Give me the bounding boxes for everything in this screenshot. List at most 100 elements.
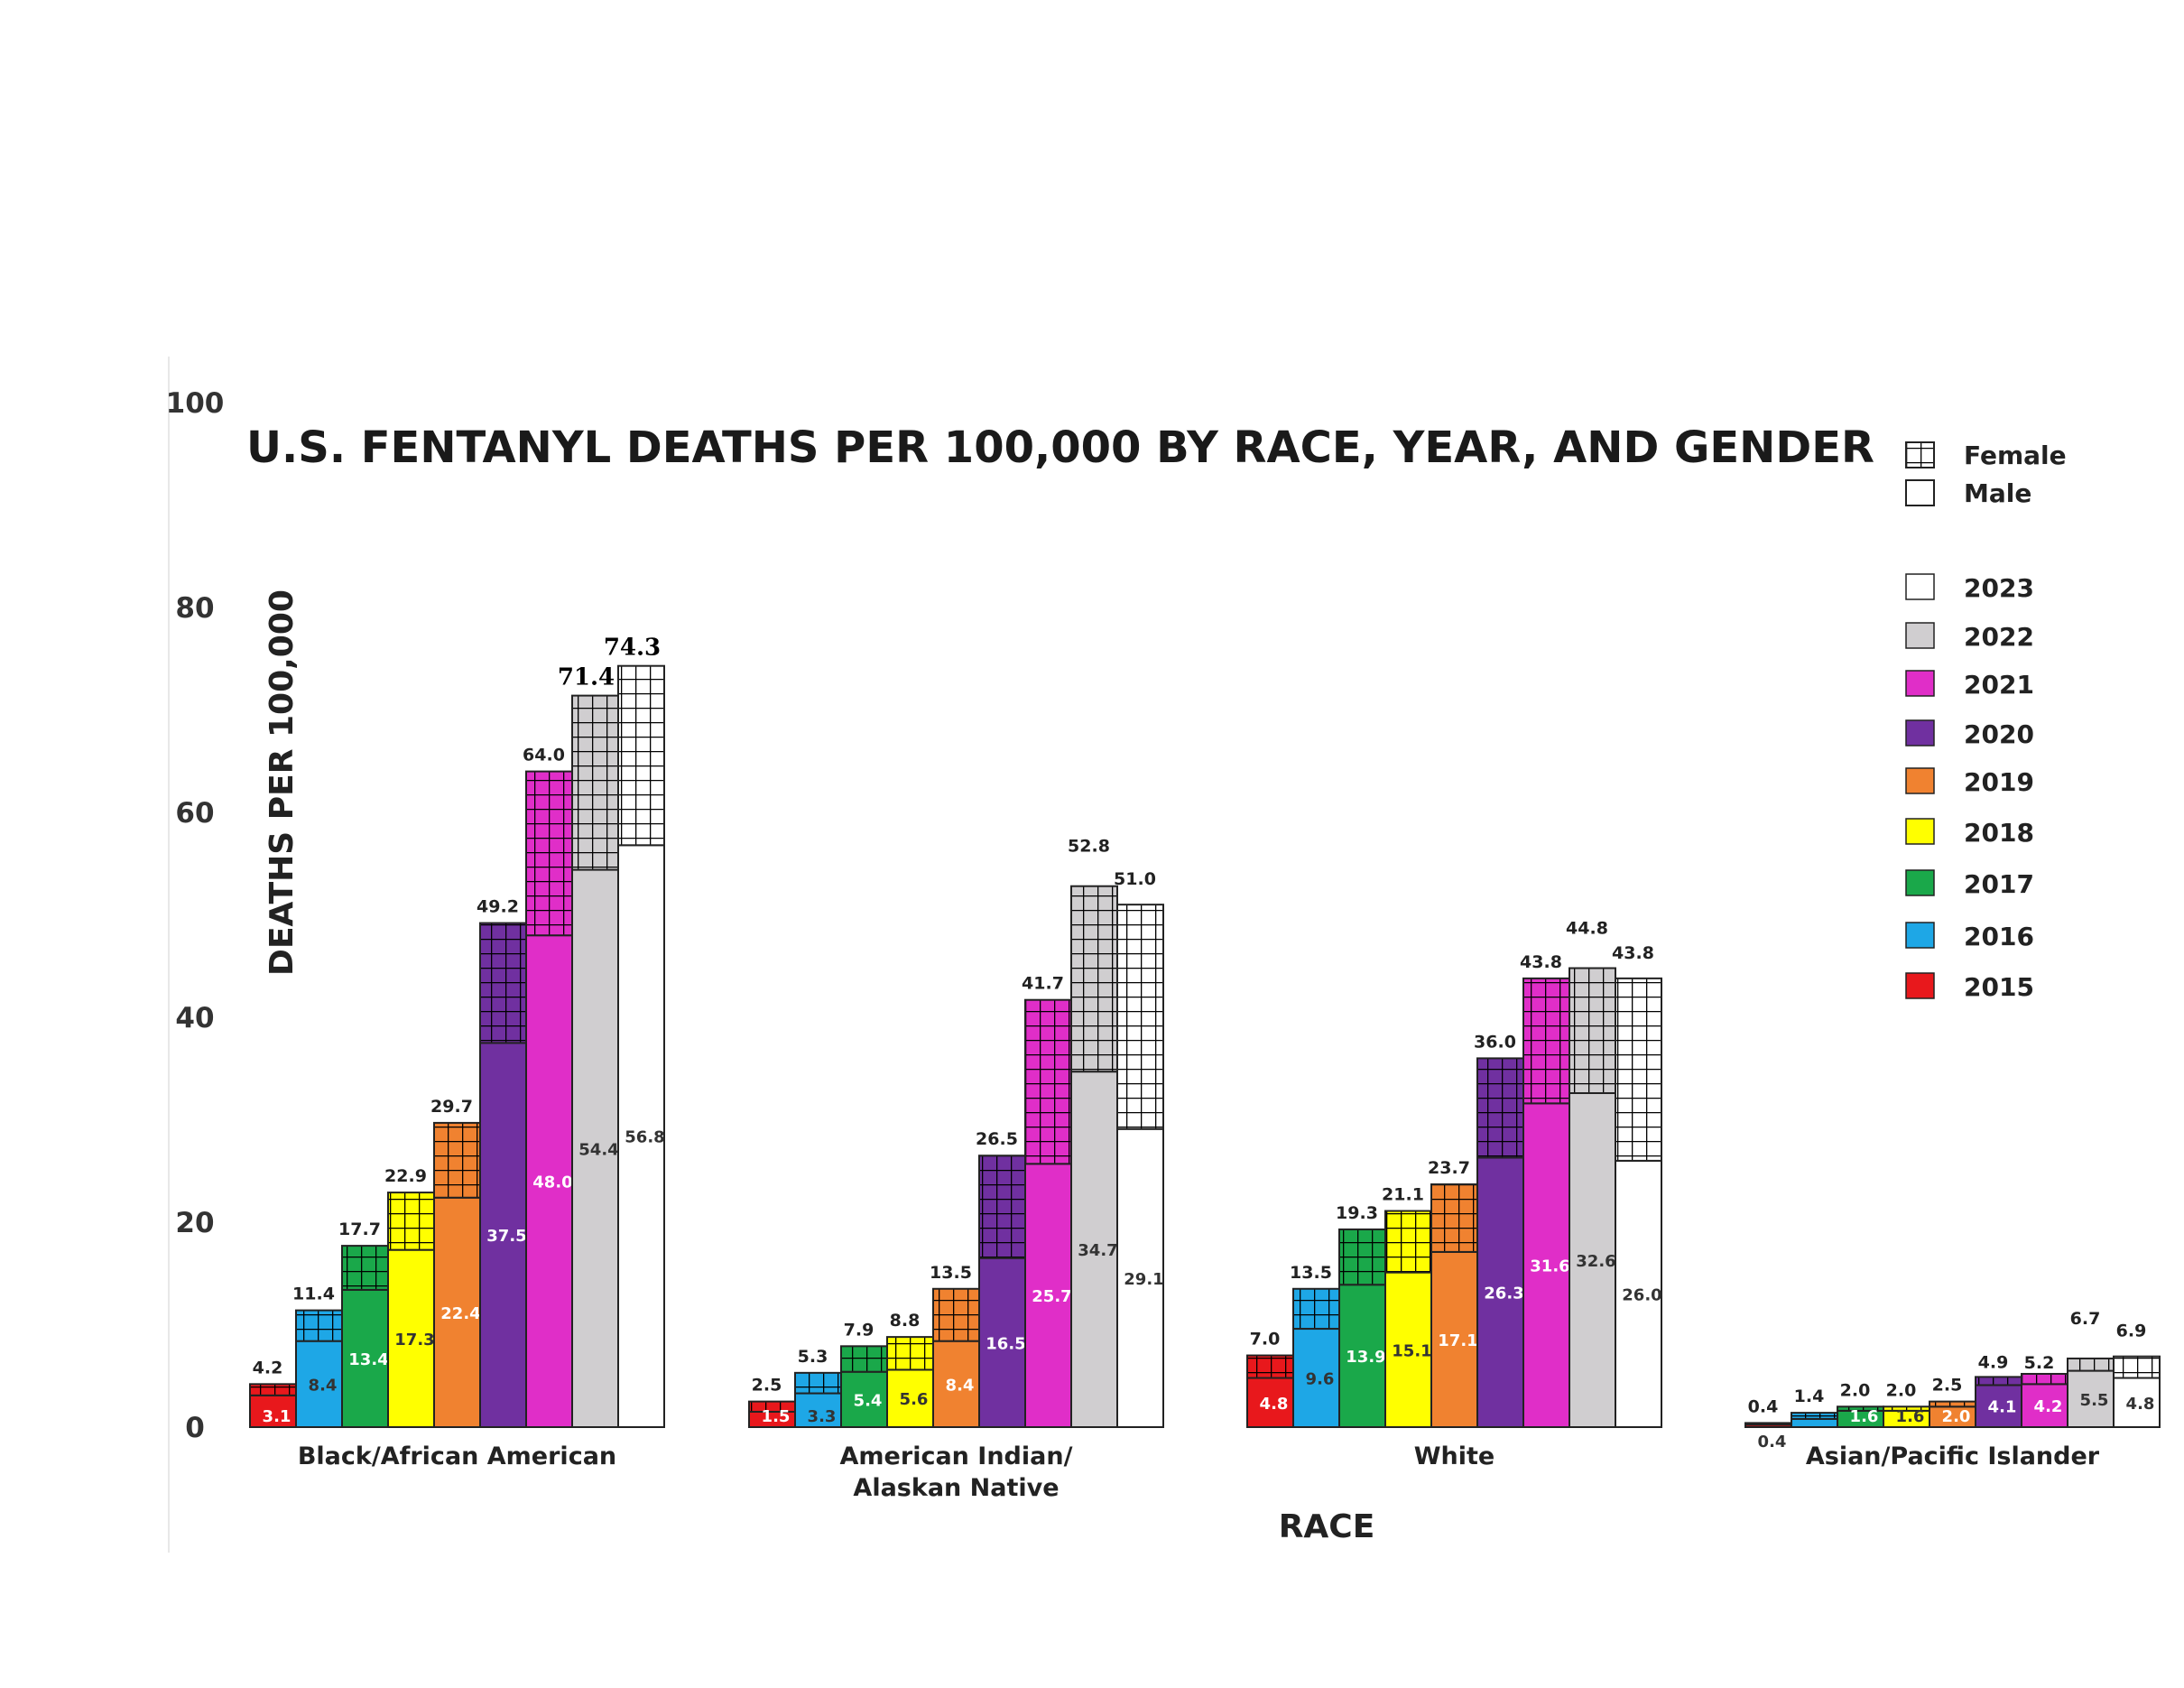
total-label: 52.8	[1068, 837, 1110, 857]
legend-swatch-2015	[1905, 972, 1935, 999]
total-label: 13.5	[1290, 1263, 1332, 1283]
legend-label-year: 2019	[1964, 767, 2034, 797]
bar-female-hatch	[2067, 1357, 2115, 1372]
bar-2023-cat-0: 74.3 56.8	[604, 635, 665, 1428]
male-label: 1.5	[762, 1407, 791, 1426]
bar-2016-cat-2: 13.5 9.6	[1290, 1263, 1340, 1429]
bar-male-segment	[1615, 1159, 1662, 1429]
bar-2018-cat-3: 2.01.6	[1883, 1380, 1930, 1428]
male-label: 15.1	[1392, 1341, 1431, 1360]
total-label: 19.3	[1336, 1203, 1378, 1223]
bar-male-segment	[617, 844, 665, 1428]
male-label: 4.8	[1260, 1395, 1289, 1414]
bar-male-segment	[1116, 1127, 1164, 1428]
total-label: 43.8	[1520, 952, 1562, 972]
male-label: 29.1	[1124, 1270, 1163, 1289]
bar-female-hatch	[479, 922, 527, 1044]
chart-title: U.S. FENTANYL DEATHS PER 100,000 BY RACE…	[246, 422, 1874, 473]
bar-male-segment	[433, 1196, 481, 1429]
y-tick-label: 0	[185, 1412, 205, 1444]
male-label: 9.6	[1306, 1370, 1335, 1389]
bar-female-hatch	[1522, 977, 1570, 1105]
total-label: 7.9	[844, 1320, 875, 1340]
bar-female-hatch	[1024, 998, 1072, 1165]
male-label: 8.4	[946, 1376, 975, 1395]
male-label: 32.6	[1576, 1252, 1615, 1271]
bar-2020-cat-1: 26.5 16.5	[976, 1129, 1026, 1428]
legend-swatch-2021	[1905, 670, 1935, 697]
male-label: 37.5	[486, 1227, 526, 1246]
bar-female-hatch	[387, 1192, 435, 1251]
bar-2015-cat-3: 0.4 0.4	[1744, 1396, 1792, 1451]
bar-male-segment	[794, 1392, 842, 1429]
bar-2016-cat-3: 1.4	[1791, 1387, 1838, 1429]
bar-female-hatch	[1070, 885, 1118, 1073]
bar-groups: 4.2 3.1 2.5 1.5 7.0 4.8 0.4 0.4 11.4 8.4 5.3 3.3 13.…	[249, 635, 2161, 1451]
total-label: 26.5	[976, 1129, 1018, 1149]
bar-2022-cat-3: 6.7 5.5	[2067, 1309, 2115, 1428]
bar-female-hatch	[1116, 904, 1164, 1130]
total-label: 21.1	[1382, 1185, 1424, 1205]
total-label: 43.8	[1612, 943, 1654, 963]
male-label: 3.3	[808, 1407, 837, 1426]
total-label: 64.0	[523, 746, 565, 765]
male-label: 1.6	[1850, 1407, 1879, 1426]
total-label: 6.9	[2116, 1322, 2147, 1341]
male-label: 17.3	[394, 1331, 434, 1349]
bar-female-hatch	[886, 1336, 934, 1371]
bar-2021-cat-0: 64.0 48.0	[523, 746, 573, 1428]
y-tick-label: 80	[175, 592, 214, 625]
bar-female-hatch	[1975, 1376, 2022, 1387]
bar-male-segment	[1791, 1417, 1838, 1429]
y-tick-label: 60	[175, 797, 214, 830]
bar-female-hatch	[295, 1309, 343, 1342]
male-label: 22.4	[440, 1304, 480, 1323]
bar-2020-cat-0: 49.2 37.5	[477, 897, 527, 1428]
total-label: 2.5	[1932, 1376, 1963, 1396]
y-axis-label: DEATHS PER 100,000	[264, 589, 301, 976]
bar-male-segment	[1338, 1284, 1386, 1428]
bar-female-hatch	[1384, 1210, 1432, 1274]
bar-female-hatch	[617, 664, 665, 847]
male-label: 4.2	[2034, 1397, 2063, 1416]
male-label: 5.6	[900, 1390, 929, 1409]
total-label: 17.7	[338, 1220, 381, 1239]
category-label: White	[1414, 1442, 1495, 1470]
bar-female-hatch	[978, 1155, 1026, 1259]
legend-swatch-male	[1905, 479, 1935, 506]
total-label: 1.4	[1794, 1387, 1825, 1406]
legend-swatch-2020	[1905, 719, 1935, 747]
male-label: 13.4	[348, 1350, 388, 1369]
male-label: 13.9	[1346, 1348, 1385, 1367]
bar-2015-cat-0: 4.2 3.1	[249, 1358, 297, 1428]
total-label: 11.4	[292, 1285, 335, 1304]
male-label: 4.8	[2126, 1395, 2155, 1414]
bar-male-segment	[886, 1368, 934, 1428]
total-label: 5.3	[798, 1347, 828, 1367]
legend-swatch-female-hatch	[1905, 441, 1935, 468]
bar-2019-cat-2: 23.7 17.1	[1428, 1158, 1478, 1429]
male-label: 34.7	[1078, 1241, 1117, 1260]
legend-swatch-2018	[1905, 818, 1935, 845]
legend-label-year: 2015	[1964, 972, 2034, 1002]
total-label: 6.7	[2070, 1309, 2101, 1329]
male-label: 0.4	[1758, 1433, 1787, 1451]
male-label: 56.8	[625, 1128, 664, 1147]
legend-label-year: 2017	[1964, 869, 2034, 899]
bar-2019-cat-3: 2.5 2.0	[1929, 1376, 1976, 1429]
total-label: 49.2	[477, 897, 519, 917]
bar-female-hatch	[1929, 1400, 1976, 1408]
bar-2015-cat-2: 7.0 4.8	[1246, 1330, 1294, 1429]
male-label: 8.4	[309, 1376, 338, 1395]
bar-male-segment	[525, 934, 573, 1428]
bar-female-hatch	[1292, 1287, 1340, 1331]
male-label: 5.4	[854, 1391, 883, 1410]
total-label: 8.8	[890, 1311, 921, 1331]
legend-label-year: 2018	[1964, 818, 2034, 848]
male-label: 5.5	[2080, 1391, 2109, 1410]
bar-male-segment	[571, 868, 619, 1428]
bar-2016-cat-1: 5.3 3.3	[794, 1347, 842, 1429]
bar-female-hatch	[1246, 1354, 1294, 1379]
legend-label-gender: Female	[1964, 441, 2067, 470]
